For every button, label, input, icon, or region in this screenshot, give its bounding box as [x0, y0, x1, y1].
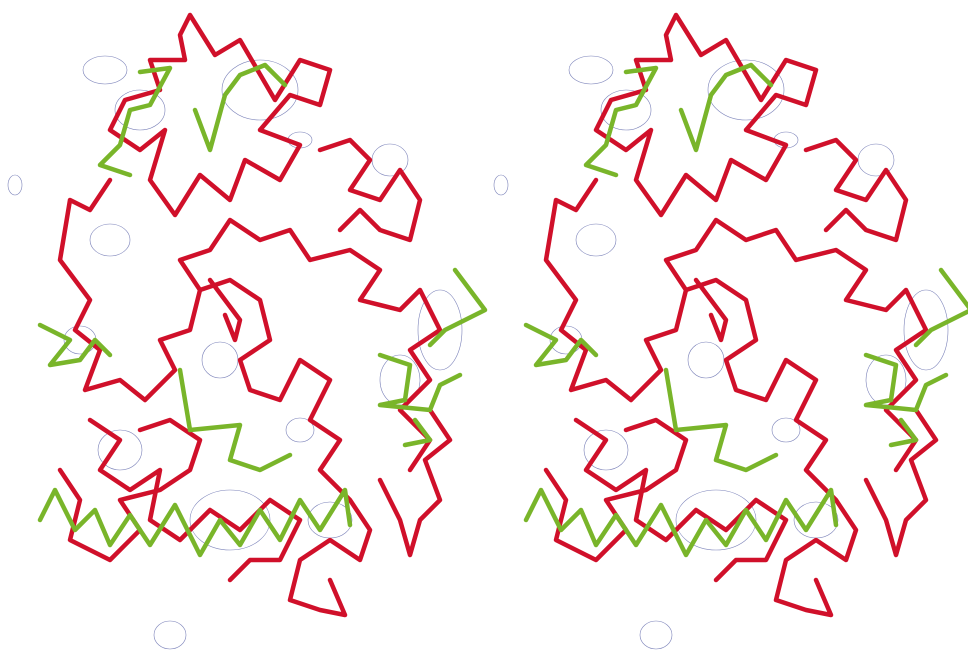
left-view [8, 15, 485, 649]
right-view [494, 15, 968, 649]
